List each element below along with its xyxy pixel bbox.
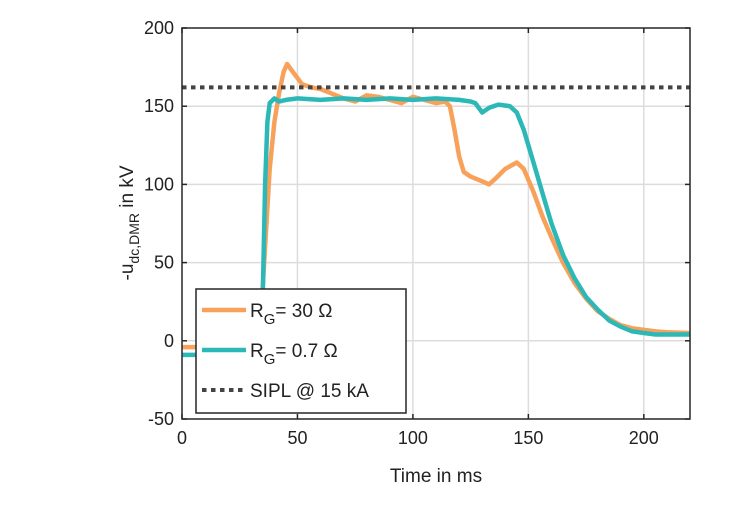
- y-axis-label: -udc,DMR in kV: [117, 165, 142, 280]
- legend: RG= 30 Ω RG= 0.7 Ω SIPL @ 15 kA: [195, 288, 407, 414]
- y-tick-label: 200: [144, 18, 174, 38]
- x-axis-label: Time in ms: [390, 466, 482, 487]
- y-tick-label: 50: [154, 253, 174, 273]
- x-tick-label: 100: [398, 428, 428, 448]
- series-line-1: [182, 96, 690, 358]
- legend-label-0: RG= 30 Ω: [250, 301, 332, 328]
- x-tick-label: 200: [629, 428, 659, 448]
- y-tick-label: 150: [144, 96, 174, 116]
- y-tick-label: -50: [148, 409, 174, 429]
- legend-label-2: SIPL @ 15 kA: [250, 381, 369, 402]
- y-tick-label: 0: [164, 331, 174, 351]
- y-tick-label: 100: [144, 174, 174, 194]
- x-tick-label: 150: [513, 428, 543, 448]
- plot-frame: [181, 27, 691, 420]
- x-tick-label: 50: [287, 428, 307, 448]
- x-tick-label: 0: [177, 428, 187, 448]
- legend-label-1: RG= 0.7 Ω: [250, 341, 338, 368]
